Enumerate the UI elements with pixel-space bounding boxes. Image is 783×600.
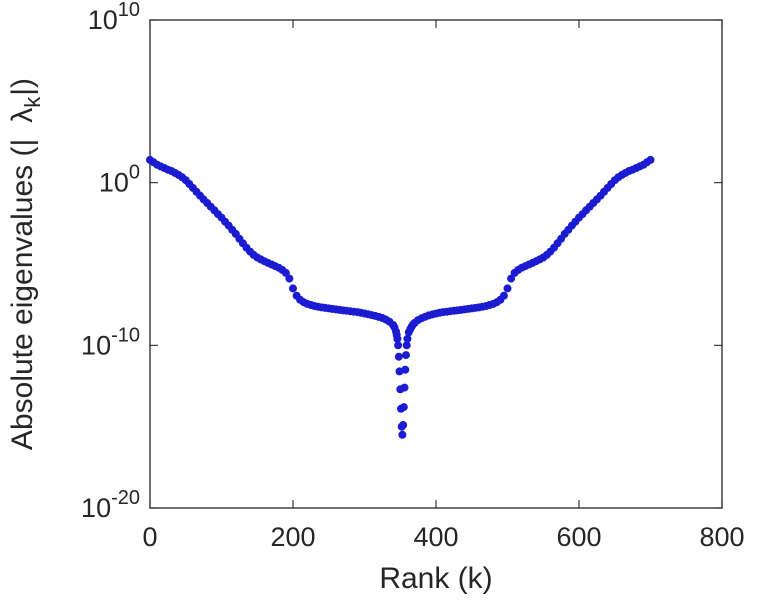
data-point xyxy=(402,341,411,350)
y-tick-label: 10-20 xyxy=(81,487,140,523)
data-point xyxy=(399,421,408,429)
data-point xyxy=(401,365,410,374)
x-tick-label: 800 xyxy=(699,522,744,552)
y-tick-label: 10-10 xyxy=(81,324,140,360)
axis-ticks xyxy=(149,19,723,509)
data-point xyxy=(400,383,409,392)
x-axis-label: Rank (k) xyxy=(379,562,492,595)
data-point xyxy=(403,334,412,343)
data-point xyxy=(499,291,508,300)
data-point xyxy=(402,351,410,360)
data-point xyxy=(394,352,403,361)
data-point xyxy=(399,403,408,412)
data-point xyxy=(398,430,407,439)
y-axis-label: Absolute eigenvalues (|λk|) xyxy=(6,78,45,450)
x-tick-label: 200 xyxy=(270,522,315,552)
data-point xyxy=(285,274,294,283)
data-point xyxy=(646,155,655,164)
x-tick-label: 400 xyxy=(413,522,458,552)
x-tick-label: 0 xyxy=(142,522,157,552)
data-point xyxy=(289,284,297,293)
x-tick-label: 600 xyxy=(556,522,601,552)
data-point xyxy=(503,284,512,293)
y-tick-label: 1010 xyxy=(88,0,140,35)
data-points xyxy=(146,155,655,439)
y-tick-label: 100 xyxy=(99,162,140,198)
data-point xyxy=(393,334,402,343)
data-point xyxy=(394,341,403,350)
